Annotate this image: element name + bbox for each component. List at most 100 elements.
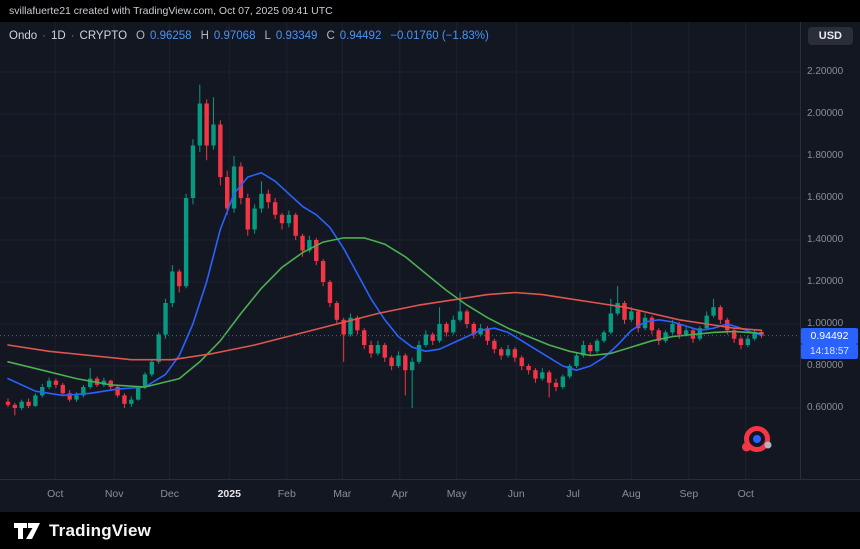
change-value: −0.01760 (−1.83%) [390, 30, 489, 42]
candle [190, 139, 196, 205]
candle [519, 355, 524, 371]
candle [135, 385, 141, 401]
footer-bar: TradingView [0, 512, 860, 549]
candle [396, 351, 401, 369]
candle [149, 359, 155, 377]
candle [19, 399, 24, 411]
time-axis-label: Feb [277, 488, 296, 500]
high-label: H [200, 30, 209, 42]
candle [594, 338, 600, 354]
candle [341, 317, 346, 362]
candle [546, 370, 552, 398]
attribution-text: svillafuerte21 created with TradingView.… [0, 0, 860, 22]
candle [368, 340, 374, 358]
time-axis-label: Nov [104, 488, 124, 500]
candle [656, 328, 661, 345]
time-axis[interactable]: Oct Nov Dec 2025 Feb Mar Apr May Jun Jul Aug Sep Oct [0, 480, 860, 512]
candle [12, 402, 18, 416]
time-axis-label: Apr [391, 488, 408, 500]
close-value: 0.94492 [339, 30, 382, 42]
candle [348, 313, 353, 337]
price-axis-label: 1.60000 [807, 192, 844, 203]
candle [88, 368, 93, 390]
candle [574, 353, 579, 369]
candle [197, 84, 202, 152]
interval-label[interactable]: 1D [50, 30, 66, 42]
candle [211, 97, 216, 150]
candle [615, 286, 620, 316]
candle [451, 315, 456, 335]
time-axis-label: Oct [47, 488, 64, 500]
candle [259, 181, 264, 213]
candle [5, 398, 11, 407]
chart-region: Ondo · 1D · CRYPTO O 0.96258 H 0.97068 L 0.… [0, 22, 860, 512]
candle [752, 329, 757, 341]
red-record-sticker-icon[interactable] [742, 426, 772, 452]
price-axis-label: 0.80000 [807, 360, 844, 371]
close-label: C [326, 30, 335, 42]
candle [636, 309, 641, 333]
candle [81, 384, 86, 398]
candle [279, 212, 285, 230]
candlestick-chart[interactable] [0, 22, 860, 480]
candle [362, 328, 367, 350]
candle [122, 393, 127, 408]
legend-separator: · [42, 30, 46, 42]
candle [266, 189, 271, 209]
candle [423, 330, 429, 348]
candle [375, 340, 381, 356]
candle [553, 378, 559, 392]
currency-toggle-button[interactable]: USD [807, 27, 853, 45]
candle [601, 330, 607, 343]
time-axis-label: Aug [622, 488, 641, 500]
price-axis-label: 2.00000 [807, 108, 844, 119]
candle [588, 342, 593, 356]
open-label: O [136, 30, 145, 42]
time-axis-label: Mar [333, 488, 352, 500]
price-axis[interactable]: 2.20000 2.00000 1.80000 1.60000 1.40000 1.200… [800, 22, 860, 480]
candle [745, 335, 750, 348]
legend-separator: · [70, 30, 75, 42]
brand-name[interactable]: TradingView [49, 520, 152, 540]
candle [156, 332, 161, 364]
candle [293, 212, 298, 240]
candle [457, 292, 463, 322]
candle [53, 378, 59, 389]
candle [67, 390, 72, 402]
candle [101, 377, 107, 387]
candle [286, 210, 292, 228]
time-axis-label: Jul [566, 488, 580, 500]
last-price-badge: 0.94492 [801, 327, 858, 344]
market-label: CRYPTO [79, 30, 128, 42]
candle [238, 162, 244, 205]
candle [471, 321, 476, 339]
candle [26, 398, 31, 408]
candle [183, 193, 189, 289]
candle [163, 298, 168, 339]
bar-countdown-badge: 14:18:57 [801, 344, 858, 360]
low-value: 0.93349 [275, 30, 318, 42]
ma-fast-line [7, 172, 763, 397]
candle [218, 120, 223, 186]
candle [512, 347, 518, 362]
time-axis-label: Jun [507, 488, 525, 500]
candle [382, 342, 387, 362]
low-label: L [264, 30, 271, 42]
candle [540, 368, 545, 381]
candle [444, 321, 449, 337]
candle [430, 332, 435, 345]
symbol-name[interactable]: Ondo [9, 30, 38, 42]
price-axis-label: 1.00000 [807, 318, 844, 329]
time-axis-label: Oct [737, 488, 754, 500]
time-axis-label: Dec [160, 488, 179, 500]
candle [170, 265, 175, 308]
candle [416, 340, 422, 364]
tradingview-logo-icon[interactable] [13, 519, 41, 543]
candle [272, 198, 278, 219]
candle [33, 393, 38, 407]
candle [409, 357, 415, 408]
candle [718, 305, 723, 324]
candle [46, 377, 52, 390]
candle [40, 383, 45, 398]
candle [567, 363, 572, 379]
